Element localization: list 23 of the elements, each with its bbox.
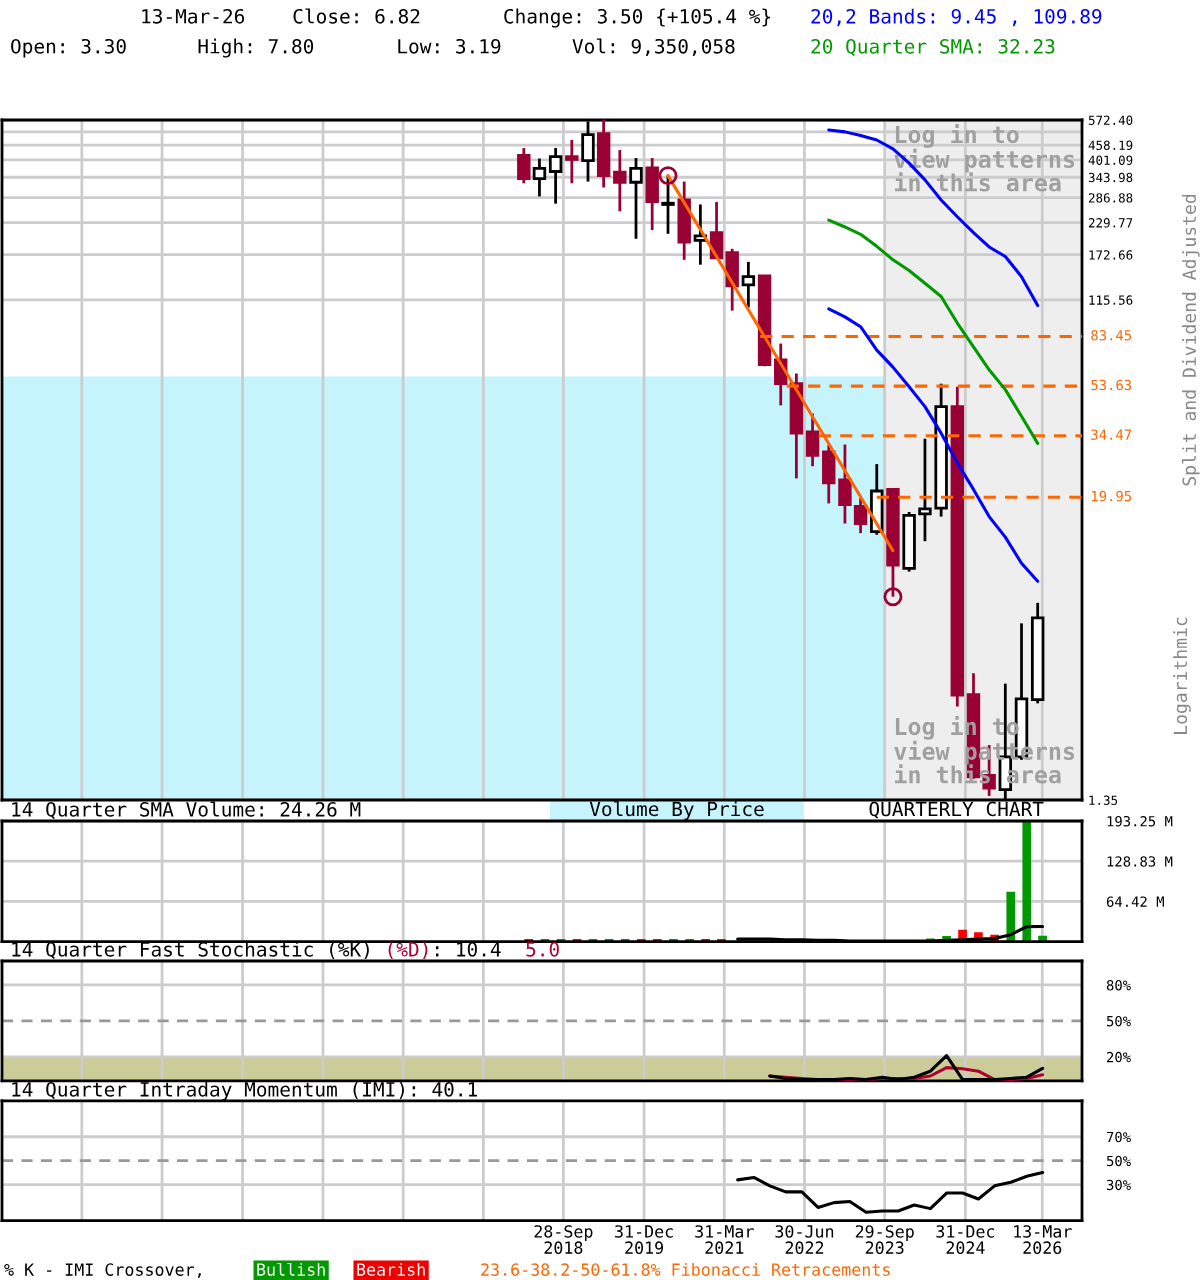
text: Bearish	[357, 1262, 425, 1276]
x-tick-label: 13-Mar 2026	[1014, 1225, 1072, 1254]
x-tick-label: 31-Dec 2019	[615, 1225, 673, 1254]
x-tick-label: 31-Mar 2021	[695, 1225, 754, 1254]
x-tick-label: 30-Jun 2022	[775, 1225, 834, 1254]
chart-subtitle: Open: 3.30 High: 7.80 Low: 3.19 Vol: 9,350,058	[11, 38, 735, 58]
text: Bullish	[257, 1262, 325, 1276]
chart-title: 13-Mar-26 Close: 6.82 Change: 3.50 {+105.4 %}	[142, 8, 771, 28]
text: Logarithmic	[1173, 617, 1191, 734]
chart-title: 14 Quarter Intraday Momentum (IMI): 40.1	[12, 1081, 477, 1101]
chart-title: 14 Quarter SMA Volume: 24.26 M	[12, 801, 361, 819]
text: QUARTERLY CHART	[869, 801, 1044, 819]
text: % K - IMI Crossover,	[4, 1263, 201, 1278]
text: 20,2 Bands: 9.45 , 109.89	[811, 8, 1102, 27]
x-tick-label: 31-Dec 2024	[936, 1225, 995, 1254]
text: 23.6-38.2-50-61.8% Fibonacci Retracements	[481, 1262, 890, 1276]
x-tick-label: 29-Sep 2023	[855, 1225, 914, 1254]
y-axis-title: Split and Dividend Adjusted	[1182, 194, 1200, 486]
text: (%D)	[388, 941, 428, 959]
text: 20 Quarter SMA: 32.23	[811, 38, 1055, 56]
band-label: Volume By Price	[589, 801, 764, 821]
text: 5.0	[526, 941, 559, 957]
x-tick-label: 28-Sep 2018	[534, 1225, 593, 1254]
